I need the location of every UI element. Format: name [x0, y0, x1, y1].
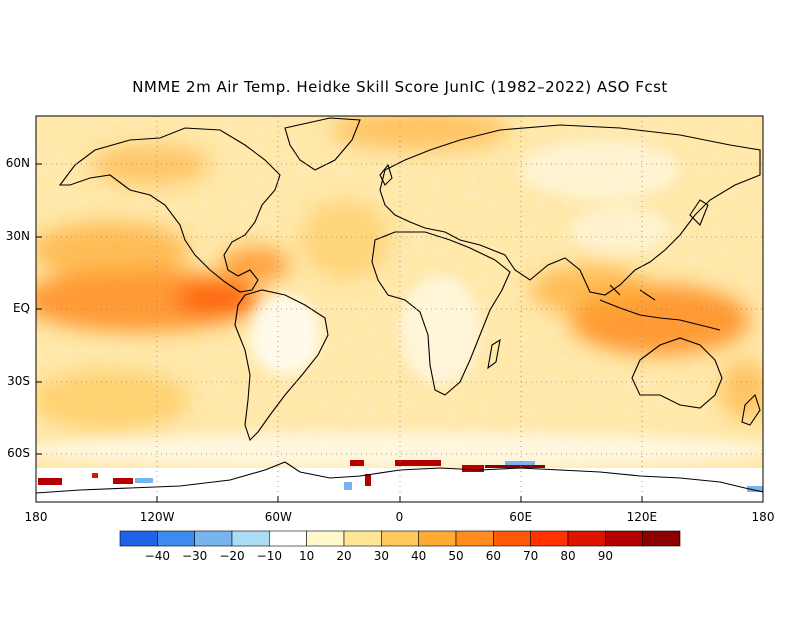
- coast-greenland: [284, 117, 361, 171]
- coastal-box: [38, 478, 62, 485]
- colorbar-swatch: [418, 530, 457, 547]
- colorbar-label: 20: [336, 549, 352, 563]
- coastal-box: [344, 482, 352, 490]
- coastal-box: [113, 478, 133, 484]
- colorbar-label: −20: [219, 549, 245, 563]
- gridlines: [36, 116, 763, 502]
- coastal-box: [747, 486, 763, 492]
- skill-patch-south-pacific: [36, 370, 190, 430]
- colorbar-swatch: [157, 530, 195, 547]
- coast-australia: [631, 337, 723, 409]
- low-skill-southern-ocean: [36, 432, 763, 468]
- colorbar-label: 40: [411, 549, 427, 563]
- lon-label: 60W: [264, 510, 292, 524]
- coast-indonesia: [599, 284, 721, 331]
- colorbar-swatch: [194, 530, 233, 547]
- colorbar-swatch: [343, 530, 382, 547]
- lon-label: 180: [24, 510, 48, 524]
- map-title: NMME 2m Air Temp. Heidke Skill Score Jun…: [132, 78, 668, 96]
- low-skill-asia: [570, 205, 670, 255]
- colorbar-label: −30: [181, 549, 208, 563]
- colorbar-swatch: [605, 530, 643, 547]
- colorbar-swatch: [567, 530, 606, 547]
- coastlines: [36, 117, 763, 494]
- lat-label: 30S: [7, 373, 30, 388]
- skill-patch-caribbean: [220, 247, 290, 283]
- colorbar-swatch: [231, 530, 270, 547]
- coast-eurasia: [379, 124, 761, 296]
- lon-label: 0: [395, 510, 404, 524]
- skill-patch-north-atlantic: [300, 200, 390, 280]
- colorbar-label: 60: [485, 549, 501, 563]
- colorbar-swatch: [455, 530, 494, 547]
- colorbar-swatch: [269, 530, 307, 547]
- colorbar-label: 70: [523, 549, 539, 563]
- lat-label: 60N: [5, 156, 30, 170]
- axis-ticks: [36, 163, 643, 502]
- lon-label: 120E: [626, 510, 658, 524]
- lon-label: 60E: [509, 510, 533, 524]
- colorbar-label: −10: [256, 549, 282, 563]
- colorbar-swatch: [119, 530, 158, 547]
- coast-madagascar: [487, 338, 501, 370]
- colorbar-swatch: [306, 530, 345, 547]
- lon-label: 180: [751, 510, 775, 524]
- colorbar-label: 50: [448, 549, 464, 563]
- coastal-box: [485, 465, 545, 468]
- coast-japan: [689, 199, 709, 226]
- coast-antarctica: [36, 461, 763, 494]
- lat-label: 60S: [7, 446, 30, 460]
- coastal-box: [462, 465, 484, 472]
- colorbar-swatch: [530, 530, 569, 547]
- colorbar-label: 10: [299, 549, 315, 563]
- lat-label: 30N: [5, 228, 30, 243]
- skill-patch-arctic: [330, 116, 510, 150]
- coast-south-america: [234, 289, 329, 442]
- skill-patch-eastern-pacific: [175, 282, 255, 314]
- skill-patch-north-pacific: [36, 222, 190, 278]
- coast-north-america: [58, 127, 281, 293]
- colorbar-label: 30: [373, 549, 389, 563]
- low-skill-amazon: [250, 295, 320, 375]
- coastal-box: [350, 460, 364, 466]
- coastal-box: [135, 478, 153, 483]
- lat-label: EQ: [12, 301, 30, 315]
- skill-patch-australia-sea: [720, 360, 763, 420]
- coast-new-zealand: [741, 393, 761, 426]
- coastal-box: [92, 473, 98, 478]
- low-skill-africa: [400, 275, 480, 385]
- colorbar-label: 90: [597, 549, 613, 563]
- lon-label: 120W: [139, 510, 175, 524]
- low-skill-siberia: [520, 140, 680, 200]
- coastal-box: [365, 474, 371, 486]
- colorbar-swatch: [381, 530, 419, 547]
- skill-patch-indian-ocean: [530, 265, 650, 315]
- colorbar-label: 80: [560, 549, 576, 563]
- coastal-box: [505, 461, 535, 465]
- colorbar-label: −40: [144, 549, 170, 563]
- coastal-box: [395, 460, 441, 466]
- coast-africa: [371, 231, 511, 396]
- colorbar-swatch: [642, 530, 681, 547]
- skill-patch-north-america: [90, 145, 210, 185]
- colorbar-swatch: [493, 530, 531, 547]
- coast-uk: [379, 163, 393, 186]
- skill-field: [36, 116, 763, 502]
